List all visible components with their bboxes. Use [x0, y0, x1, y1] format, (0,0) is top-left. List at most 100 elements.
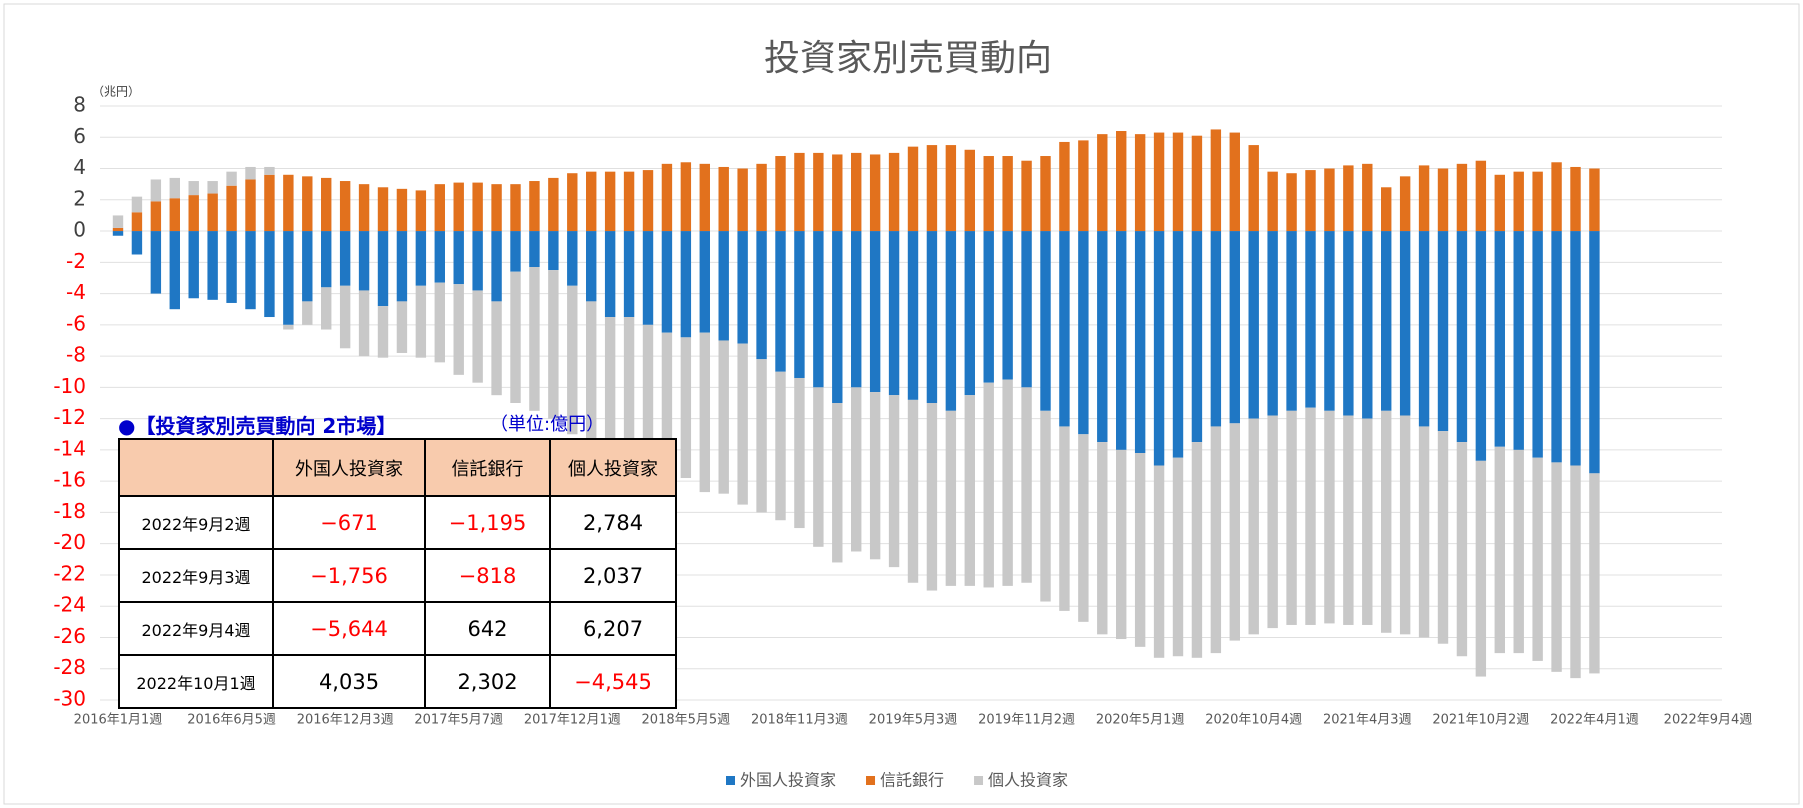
bar	[1172, 132, 1184, 232]
bar	[302, 301, 313, 325]
bar	[1097, 231, 1108, 443]
bar	[794, 231, 805, 378]
bar	[1021, 160, 1032, 232]
bar	[1494, 174, 1505, 232]
y-tick-label: -10	[53, 374, 86, 398]
x-tick-label: 2018年11月3週	[751, 713, 848, 728]
x-tick-label: 2020年10月4週	[1205, 713, 1302, 728]
bar	[472, 231, 483, 291]
bar	[1059, 141, 1070, 232]
bar	[453, 231, 464, 285]
bar	[756, 231, 767, 360]
bar	[1210, 426, 1222, 654]
bar	[1059, 231, 1070, 427]
row-label: 2022年9月4週	[118, 601, 274, 656]
y-tick-label: -22	[53, 561, 86, 585]
bar	[794, 152, 805, 232]
bar	[1437, 431, 1449, 644]
bar	[358, 231, 370, 291]
bar	[1381, 410, 1392, 633]
bar	[699, 163, 710, 232]
bar	[623, 171, 635, 232]
bar	[1305, 407, 1316, 625]
bar	[510, 271, 521, 403]
bar	[642, 324, 654, 466]
bar	[1343, 231, 1354, 416]
bar	[131, 196, 143, 213]
table-row: 2022年9月4週 −5,644 642 6,207	[118, 601, 677, 656]
bar	[150, 201, 162, 232]
bar	[832, 403, 843, 563]
bar	[926, 231, 938, 403]
table-cell: −818	[424, 548, 551, 603]
bar	[1589, 231, 1600, 474]
bar	[1286, 410, 1297, 625]
bar	[1362, 418, 1373, 625]
bar	[169, 231, 180, 310]
bar	[604, 231, 616, 318]
bar	[226, 185, 237, 232]
bar	[207, 231, 218, 300]
bar	[510, 231, 521, 272]
bar	[1134, 453, 1146, 647]
bar	[1532, 457, 1543, 661]
y-tick-label: -14	[53, 436, 86, 460]
bar	[604, 317, 616, 452]
bar	[851, 387, 862, 552]
bar	[661, 163, 673, 232]
bar	[1040, 231, 1051, 411]
bar	[964, 395, 975, 586]
bar	[1381, 187, 1392, 232]
bar	[434, 184, 445, 232]
bar	[1456, 231, 1468, 443]
bar	[377, 231, 389, 307]
bar	[264, 231, 275, 318]
bar	[434, 282, 445, 363]
table-unit: （単位:億円）	[490, 414, 605, 435]
bar	[832, 154, 843, 232]
bar	[472, 290, 483, 383]
bar	[434, 231, 445, 283]
bar	[1040, 410, 1051, 602]
bar	[1475, 160, 1487, 232]
y-tick-label: -2	[66, 249, 86, 273]
bar	[964, 231, 975, 396]
bar	[529, 231, 540, 268]
legend-label: 信託銀行	[880, 771, 944, 790]
bar	[169, 177, 180, 199]
x-tick-label: 2016年1月1週	[74, 713, 163, 728]
bar	[453, 284, 464, 375]
bar	[188, 181, 199, 196]
bar	[851, 152, 862, 232]
bar	[226, 231, 237, 303]
bar	[264, 174, 275, 232]
bar	[283, 174, 294, 232]
x-tick-label: 2016年12月3週	[297, 713, 394, 728]
bar	[1021, 231, 1032, 388]
x-tick-label: 2019年11月2週	[978, 713, 1075, 728]
bar	[112, 227, 124, 232]
bar	[737, 343, 748, 505]
bar	[661, 332, 673, 471]
y-tick-label: -8	[66, 343, 86, 367]
bar	[245, 179, 256, 232]
bar	[321, 287, 332, 330]
bar	[358, 184, 370, 232]
bar	[131, 212, 143, 232]
bar	[207, 193, 218, 232]
bar	[699, 231, 710, 333]
bar	[794, 377, 805, 529]
bar	[1570, 465, 1581, 679]
bar	[472, 182, 483, 232]
bar	[1248, 145, 1259, 232]
bar	[1324, 231, 1335, 411]
bar	[415, 231, 427, 286]
bar	[1172, 231, 1184, 458]
bar	[1002, 379, 1013, 586]
bar	[1116, 231, 1127, 450]
bar	[1437, 168, 1449, 232]
bar	[1191, 231, 1203, 443]
bar	[1589, 473, 1600, 674]
bar	[1305, 231, 1316, 408]
bar	[567, 231, 578, 286]
